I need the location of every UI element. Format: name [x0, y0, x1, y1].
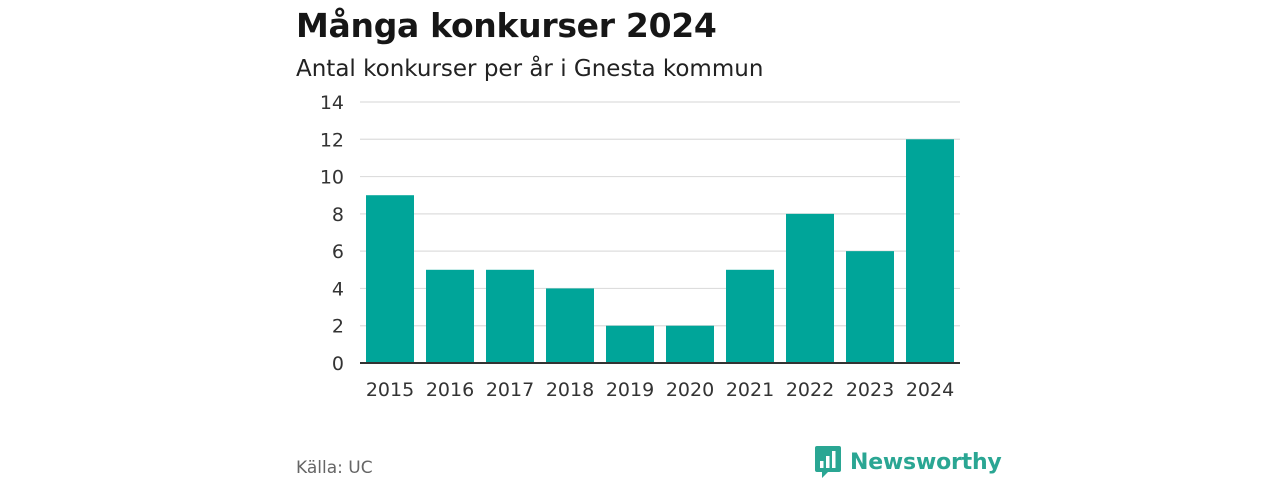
x-tick-label: 2015: [366, 379, 414, 401]
x-tick-label: 2022: [786, 379, 834, 401]
bar: [546, 288, 594, 363]
y-tick-label: 10: [320, 167, 344, 189]
bar: [726, 269, 774, 363]
x-tick-label: 2020: [666, 379, 714, 401]
chart-card: Många konkurser 2024 Antal konkurser per…: [296, 0, 1002, 480]
source-note: Källa: UC: [296, 458, 373, 478]
x-tick-label: 2017: [486, 379, 534, 401]
x-tick-label: 2021: [726, 379, 774, 401]
y-tick-label: 4: [332, 278, 344, 300]
x-tick-label: 2024: [906, 379, 954, 401]
y-tick-label: 12: [320, 129, 344, 151]
bar: [366, 195, 414, 363]
bar: [426, 269, 474, 363]
bar: [906, 139, 954, 363]
bar: [846, 251, 894, 363]
bar: [666, 325, 714, 363]
bar: [486, 269, 534, 363]
bar: [786, 213, 834, 363]
bar: [606, 325, 654, 363]
x-tick-label: 2016: [426, 379, 474, 401]
y-tick-label: 8: [332, 204, 344, 226]
y-tick-label: 0: [332, 353, 344, 375]
bar-chart: 0 2 4 6 8 10 12 14 2015 2016 2017 2018 2019 2020 2021 2…: [320, 92, 960, 401]
brand-name: Newsworthy: [850, 449, 1002, 475]
newsworthy-brand[interactable]: Newsworthy: [814, 444, 1002, 480]
y-tick-label: 2: [332, 316, 344, 338]
x-tick-label: 2018: [546, 379, 594, 401]
newsworthy-logo-icon: [815, 446, 841, 478]
y-tick-label: 6: [332, 241, 344, 263]
x-tick-label: 2023: [846, 379, 894, 401]
chart-title: Många konkurser 2024: [296, 6, 717, 45]
x-tick-label: 2019: [606, 379, 654, 401]
y-tick-label: 14: [320, 92, 344, 114]
chart-subtitle: Antal konkurser per år i Gnesta kommun: [296, 56, 764, 82]
